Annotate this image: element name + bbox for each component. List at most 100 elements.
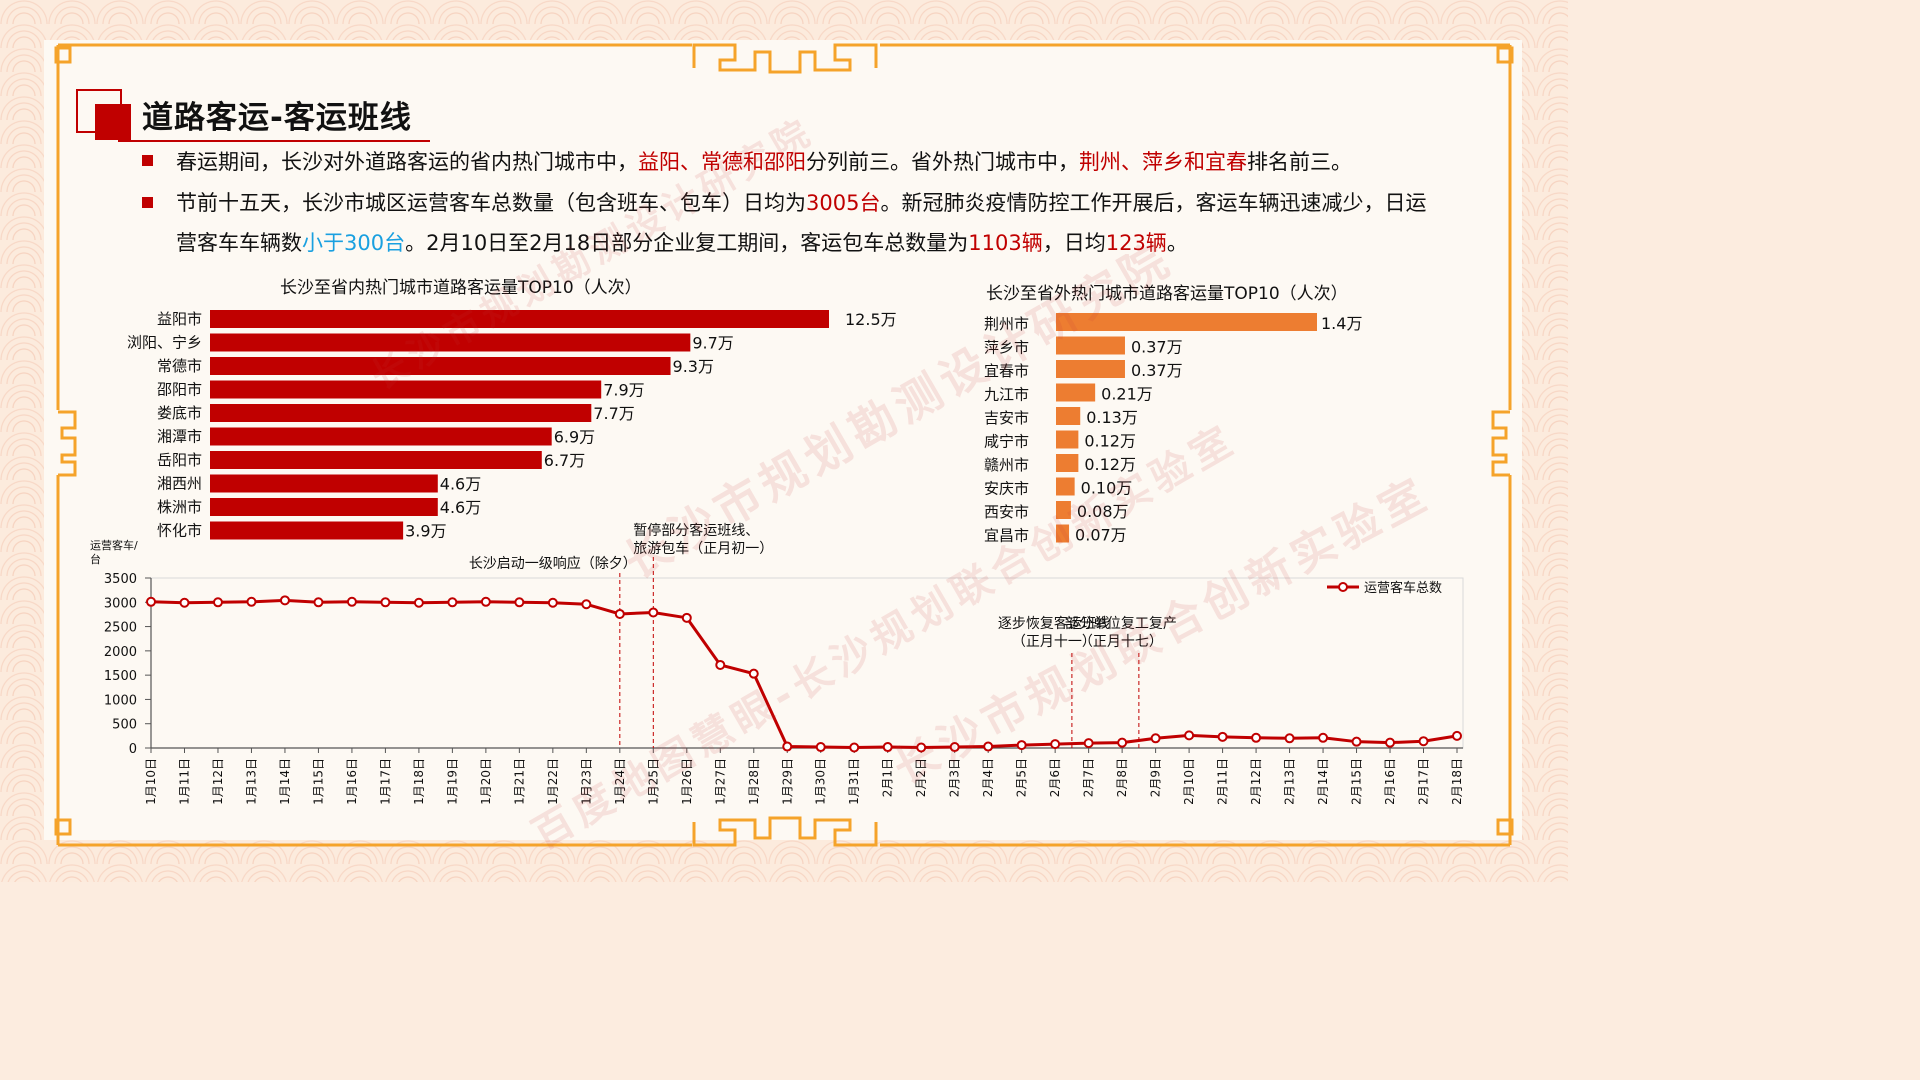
chart3-xtick-label: 1月22日 bbox=[546, 758, 560, 805]
chart2-category-label: 宜春市 bbox=[984, 362, 1029, 380]
chart3-xtick-label: 2月4日 bbox=[981, 758, 995, 797]
chart3-xtick-label: 2月14日 bbox=[1316, 758, 1330, 805]
chart3-xtick-label: 1月17日 bbox=[378, 758, 392, 805]
chart3-annotation-text: 长沙启动一级响应（除夕） bbox=[469, 555, 637, 572]
chart3-point bbox=[681, 612, 692, 623]
chart2-data-label: 0.12万 bbox=[1084, 455, 1136, 474]
chart1-category-label: 岳阳市 bbox=[157, 451, 202, 469]
chart3-xtick-label: 1月12日 bbox=[211, 758, 225, 805]
chart3-point bbox=[882, 742, 893, 753]
chart3-xtick-label: 2月5日 bbox=[1015, 758, 1029, 797]
chart3-point bbox=[146, 596, 156, 607]
chart1-data-label: 4.6万 bbox=[440, 475, 481, 494]
chart3-xtick-label: 1月19日 bbox=[445, 758, 459, 805]
chart3-xtick-label: 2月13日 bbox=[1283, 758, 1297, 805]
chart3-ytick-label: 3000 bbox=[104, 596, 137, 611]
bullet2-text-e: ，日均 bbox=[1042, 231, 1106, 255]
chart2-bar bbox=[1056, 477, 1075, 496]
chart1-bar bbox=[210, 310, 829, 328]
chart3-point bbox=[1117, 737, 1128, 748]
chart2-bar bbox=[1056, 454, 1079, 472]
chart2-bar bbox=[1056, 430, 1079, 449]
bullet2-highlight-b: 1103辆 bbox=[968, 231, 1043, 255]
chart3-point bbox=[179, 597, 190, 608]
chart3-xtick-label: 1月29日 bbox=[780, 758, 794, 805]
chart3-xtick-label: 2月7日 bbox=[1082, 758, 1096, 797]
chart3-xtick-label: 1月31日 bbox=[847, 758, 861, 805]
chart3-xtick-label: 2月16日 bbox=[1383, 758, 1397, 805]
chart1-category-label: 株洲市 bbox=[157, 498, 202, 516]
bullet1-highlight-b: 荆州、萍乡和宜春 bbox=[1079, 150, 1247, 174]
chart3-xtick-label: 1月23日 bbox=[579, 758, 593, 805]
chart3-legend-label: 运营客车总数 bbox=[1364, 580, 1442, 596]
chart2-data-label: 0.37万 bbox=[1131, 338, 1183, 357]
bullet1-text-b: 分列前三。省外热门城市中， bbox=[806, 150, 1079, 174]
bullet2-text-a: 节前十五天，长沙市城区运营客车总数量（包含班车、包车）日均为 bbox=[176, 191, 806, 215]
chart3-point bbox=[648, 607, 659, 618]
chart3-xtick-label: 2月10日 bbox=[1182, 758, 1196, 805]
chart1-category-label: 娄底市 bbox=[157, 404, 202, 422]
bullet2-highlight-c: 123辆 bbox=[1105, 231, 1167, 255]
chart3-ytick-label: 500 bbox=[112, 718, 137, 733]
chart2-data-label: 0.13万 bbox=[1086, 408, 1138, 427]
chart3-annotation-text: 暂停部分客运班线、 bbox=[633, 522, 759, 539]
chart1-data-label: 6.7万 bbox=[544, 451, 585, 470]
chart3-xtick-label: 2月3日 bbox=[948, 758, 962, 797]
chart3-point bbox=[1217, 731, 1228, 742]
chart3-xtick-label: 2月17日 bbox=[1417, 758, 1431, 805]
chart3-point bbox=[949, 742, 960, 753]
chart1-data-label: 9.7万 bbox=[692, 334, 733, 353]
chart2-bar bbox=[1056, 407, 1081, 425]
chart3-xtick-label: 1月27日 bbox=[713, 758, 727, 805]
chart3-xtick-label: 1月25日 bbox=[646, 758, 660, 805]
chart3-ytick-label: 3500 bbox=[104, 572, 137, 587]
chart2-data-label: 0.10万 bbox=[1081, 479, 1133, 498]
chart1-data-label: 4.6万 bbox=[440, 498, 481, 517]
chart2-category-label: 赣州市 bbox=[984, 456, 1029, 474]
bullet-paragraph-2: 节前十五天，长沙市城区运营客车总数量（包含班车、包车）日均为3005台。新冠肺炎… bbox=[176, 183, 1446, 263]
chart3-xtick-label: 1月10日 bbox=[144, 758, 158, 805]
bullet-paragraph-1: 春运期间，长沙对外道路客运的省内热门城市中，益阳、常德和邵阳分列前三。省外热门城… bbox=[176, 142, 1466, 182]
chart1-title: 长沙至省内热门城市道路客运量TOP10（人次） bbox=[280, 278, 642, 298]
chart2-data-label: 0.08万 bbox=[1077, 502, 1129, 521]
chart3-point bbox=[413, 597, 424, 608]
chart3-xtick-label: 1月14日 bbox=[278, 758, 292, 805]
chart3-point bbox=[614, 608, 625, 619]
chart2-category-label: 九江市 bbox=[984, 386, 1029, 404]
chart3-point bbox=[1418, 736, 1429, 747]
chart2-category-label: 萍乡市 bbox=[984, 339, 1029, 357]
chart3-xtick-label: 1月21日 bbox=[512, 758, 526, 805]
chart3-point bbox=[1184, 730, 1195, 741]
bullet1-text-c: 排名前三。 bbox=[1247, 150, 1352, 174]
chart3-point bbox=[983, 741, 994, 752]
chart1-category-label: 邵阳市 bbox=[157, 381, 202, 399]
chart3-point bbox=[1318, 732, 1329, 743]
chart2-data-label: 0.21万 bbox=[1101, 385, 1153, 404]
chart1-category-label: 益阳市 bbox=[157, 310, 202, 328]
chart3-point bbox=[547, 597, 558, 608]
bullet-marker-1 bbox=[142, 155, 153, 166]
chart3-xtick-label: 1月18日 bbox=[412, 758, 426, 805]
chart3-xtick-label: 1月28日 bbox=[747, 758, 761, 805]
chart3-point bbox=[246, 596, 257, 607]
chart3-point bbox=[279, 595, 290, 606]
chart1-data-label: 12.5万 bbox=[845, 310, 897, 329]
chart3-ylabel: 运营客车/ bbox=[90, 538, 138, 552]
chart3-point bbox=[346, 596, 357, 607]
chart2-data-label: 0.37万 bbox=[1131, 361, 1183, 380]
chart1-bar bbox=[210, 357, 671, 375]
chart2-category-label: 吉安市 bbox=[984, 409, 1029, 427]
chart2-category-label: 西安市 bbox=[984, 503, 1029, 521]
chart1-data-label: 6.9万 bbox=[554, 428, 595, 447]
chart2-title: 长沙至省外热门城市道路客运量TOP10（人次） bbox=[986, 284, 1348, 304]
chart2-bar bbox=[1056, 360, 1125, 378]
chart2-data-label: 1.4万 bbox=[1321, 314, 1362, 333]
chart3-point bbox=[1083, 738, 1094, 749]
chart3-point bbox=[480, 596, 491, 607]
chart3-xtick-label: 2月12日 bbox=[1249, 758, 1263, 805]
chart3-xtick-label: 2月9日 bbox=[1149, 758, 1163, 797]
chart1-bar bbox=[210, 333, 691, 352]
chart1-bar bbox=[210, 498, 438, 516]
chart3-point bbox=[313, 597, 324, 608]
chart3-ytick-label: 0 bbox=[129, 742, 137, 757]
